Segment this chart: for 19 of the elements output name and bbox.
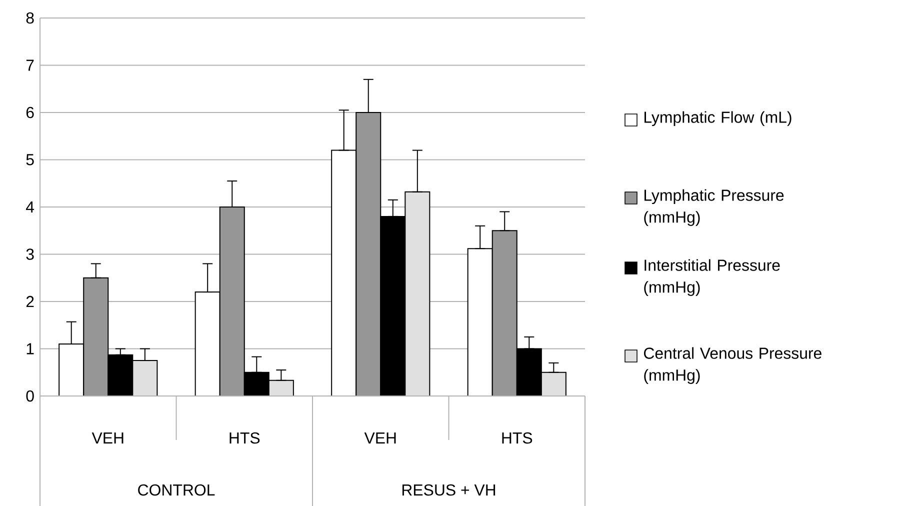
legend-label: Central Venous Pressure (mmHg) [644,347,822,384]
x-tick-label: HTS [502,432,532,444]
legend-label: Lymphatic Flow (mL) [644,111,792,126]
y-tick-label: 2 [26,296,34,308]
y-tick-label: 8 [26,12,34,24]
y-tick-label: 0 [26,390,34,402]
y-tick-label: 5 [26,154,34,166]
y-tick-label: 6 [26,106,34,118]
text: RESUS + VH [402,484,496,496]
text: CONTROL [138,484,215,496]
y-tick-label: 4 [26,202,34,212]
legend-label: Lymphatic Pressure (mmHg) [644,189,784,226]
x-tick-label: VEH [364,432,396,444]
y-tick-label: 1 [26,343,34,354]
x-tick-label: HTS [230,432,260,444]
y-tick-label: 3 [26,248,34,260]
x-tick-label: VEH [92,432,124,444]
y-tick-label: 7 [26,60,34,71]
legend-label: Interstitial Pressure (mmHg) [644,259,780,296]
